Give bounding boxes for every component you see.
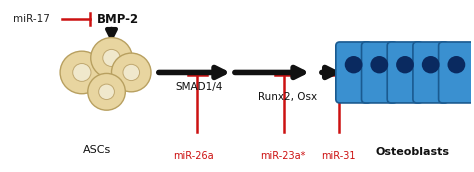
FancyBboxPatch shape	[362, 42, 397, 103]
Circle shape	[73, 63, 91, 81]
Text: ASCs: ASCs	[82, 145, 111, 155]
FancyBboxPatch shape	[336, 42, 372, 103]
FancyBboxPatch shape	[413, 42, 448, 103]
Text: miR-17: miR-17	[13, 14, 50, 24]
FancyBboxPatch shape	[387, 42, 423, 103]
Circle shape	[123, 64, 139, 80]
Text: miR-23a*: miR-23a*	[260, 152, 305, 162]
Circle shape	[422, 56, 439, 73]
Text: BMP-2: BMP-2	[97, 13, 139, 26]
Circle shape	[60, 51, 104, 94]
Circle shape	[345, 56, 363, 73]
Circle shape	[88, 73, 125, 110]
Circle shape	[370, 56, 388, 73]
Circle shape	[99, 84, 114, 100]
Text: miR-26a: miR-26a	[173, 152, 214, 162]
Text: SMAD1/4: SMAD1/4	[176, 82, 223, 92]
FancyBboxPatch shape	[438, 42, 474, 103]
Circle shape	[396, 56, 414, 73]
Text: Osteoblasts: Osteoblasts	[376, 147, 450, 157]
Text: Runx2, Osx: Runx2, Osx	[258, 92, 317, 102]
Circle shape	[447, 56, 465, 73]
Circle shape	[111, 53, 151, 92]
Circle shape	[103, 49, 120, 66]
Circle shape	[91, 38, 132, 78]
Text: miR-31: miR-31	[321, 152, 356, 162]
